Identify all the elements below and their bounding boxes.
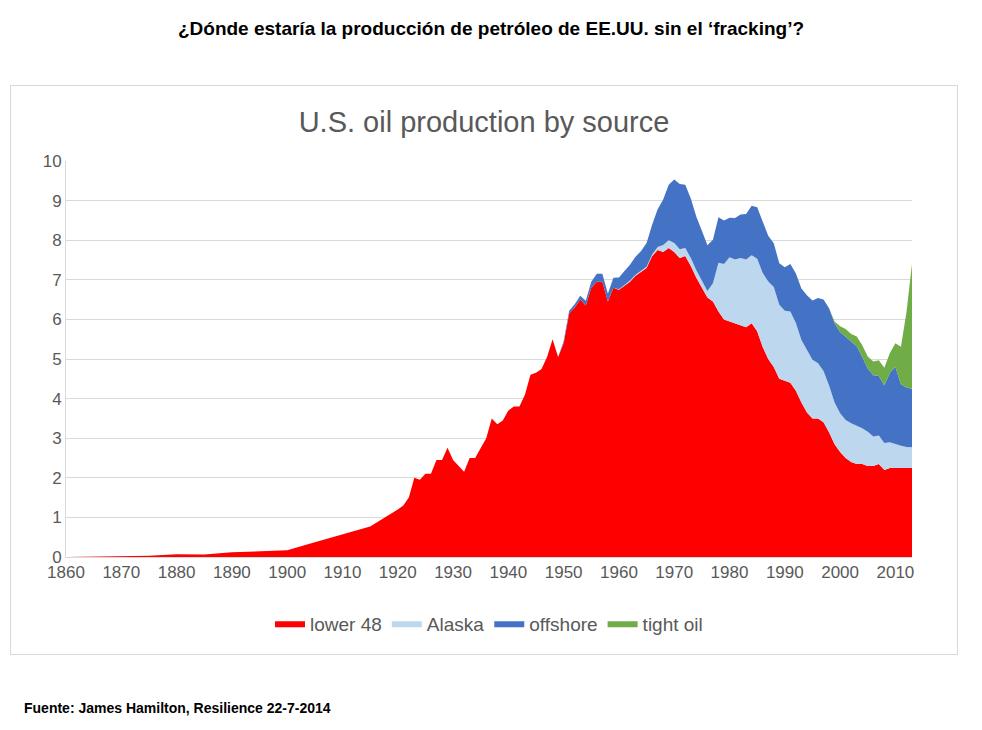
svg-text:1950: 1950 — [545, 563, 583, 582]
svg-text:3: 3 — [52, 429, 61, 448]
svg-text:9: 9 — [52, 192, 61, 211]
svg-text:offshore: offshore — [529, 614, 597, 635]
svg-text:1860: 1860 — [47, 563, 85, 582]
svg-text:8: 8 — [52, 231, 61, 250]
svg-text:1940: 1940 — [489, 563, 527, 582]
svg-text:6: 6 — [52, 310, 61, 329]
svg-text:2000: 2000 — [821, 563, 859, 582]
svg-text:tight oil: tight oil — [643, 614, 703, 635]
svg-text:1870: 1870 — [102, 563, 140, 582]
svg-text:1960: 1960 — [600, 563, 638, 582]
svg-text:lower 48: lower 48 — [310, 614, 382, 635]
svg-text:1970: 1970 — [655, 563, 693, 582]
svg-text:1890: 1890 — [213, 563, 251, 582]
html-text:¿Dónde estaría la producción d: ¿Dónde estaría la producción de petróleo… — [178, 18, 804, 39]
svg-text:1980: 1980 — [711, 563, 749, 582]
html-text:Fuente: James Hamilton, Resili: Fuente: James Hamilton, Resilience 22-7-… — [24, 700, 331, 716]
svg-text:U.S. oil production by source: U.S. oil production by source — [299, 106, 670, 138]
svg-text:1930: 1930 — [434, 563, 472, 582]
svg-text:1: 1 — [52, 508, 61, 527]
svg-text:2010: 2010 — [876, 563, 914, 582]
svg-text:2: 2 — [52, 469, 61, 488]
svg-text:10: 10 — [43, 152, 62, 171]
svg-text:Alaska: Alaska — [427, 614, 484, 635]
svg-text:4: 4 — [52, 390, 61, 409]
svg-text:1900: 1900 — [268, 563, 306, 582]
svg-text:1920: 1920 — [379, 563, 417, 582]
svg-text:0: 0 — [52, 548, 61, 567]
svg-text:7: 7 — [52, 271, 61, 290]
svg-text:1990: 1990 — [766, 563, 804, 582]
svg-text:1880: 1880 — [158, 563, 196, 582]
svg-text:5: 5 — [52, 350, 61, 369]
svg-text:1910: 1910 — [324, 563, 362, 582]
